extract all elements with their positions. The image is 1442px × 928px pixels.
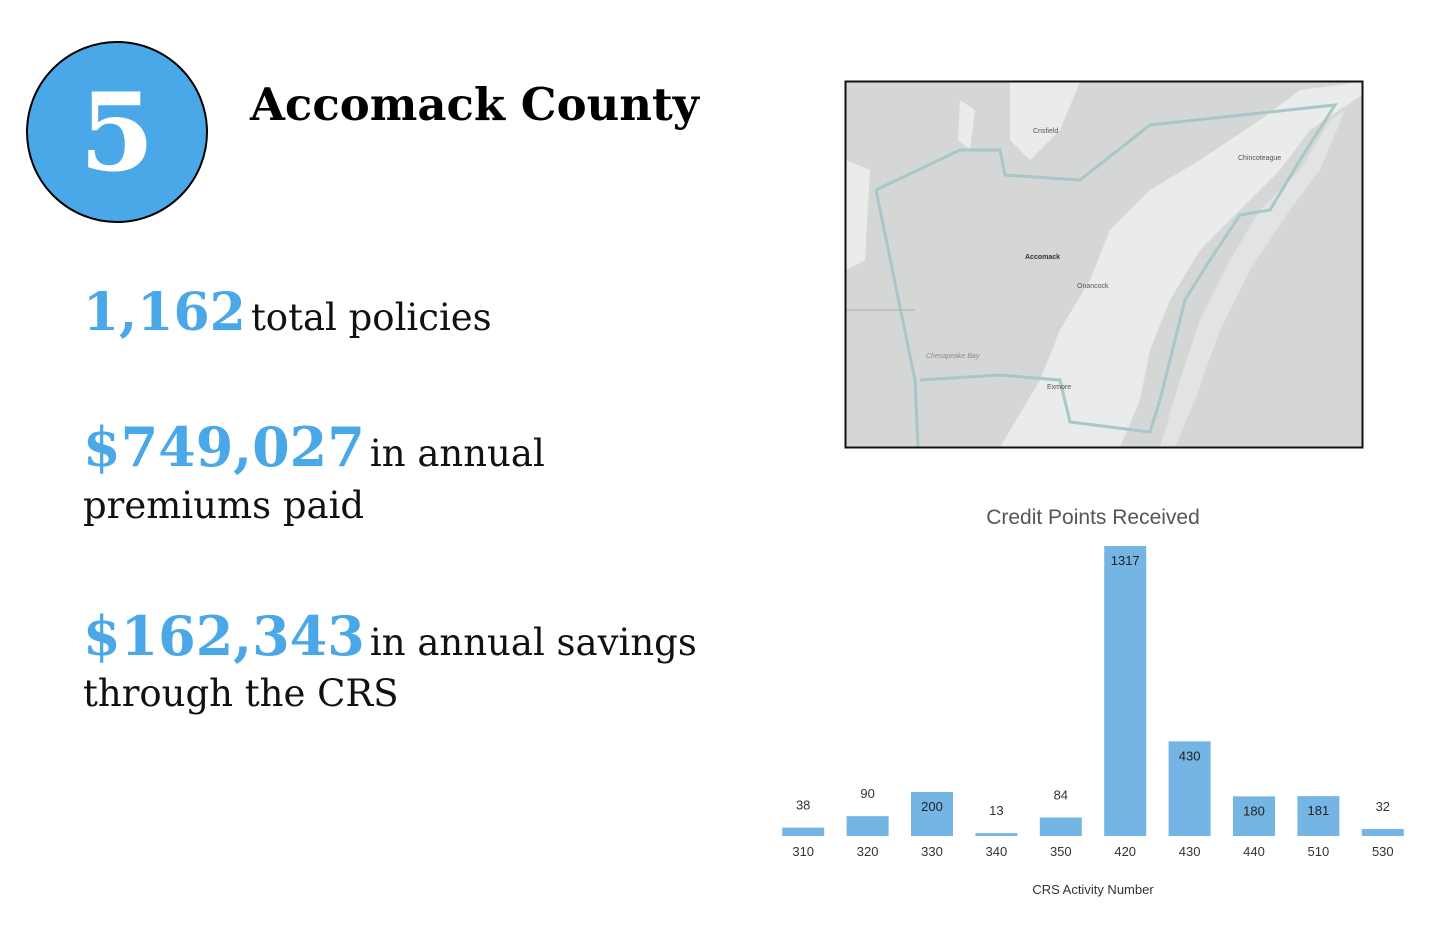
map-label: Crisfield <box>1033 128 1058 135</box>
value-label: 32 <box>1376 799 1390 814</box>
map-label: Accomack <box>1025 254 1060 261</box>
bar <box>846 816 889 836</box>
x-tick-label: 530 <box>1372 844 1394 859</box>
stat: $162,343 in annual savings <box>83 604 697 668</box>
x-tick-label: 340 <box>986 844 1008 859</box>
map-label: Exmore <box>1047 384 1071 391</box>
stat-text: in annual savings <box>370 621 697 664</box>
x-tick-label: 430 <box>1179 844 1201 859</box>
stat-text: total policies <box>251 296 492 339</box>
stat-value: 1,162 <box>83 282 246 343</box>
x-tick-label: 330 <box>921 844 943 859</box>
value-label: 13 <box>989 803 1003 818</box>
x-tick-label: 320 <box>857 844 879 859</box>
stat-text: through the CRS <box>83 672 399 715</box>
value-label: 430 <box>1179 748 1201 763</box>
bar <box>1361 828 1404 836</box>
x-tick-label: 310 <box>792 844 814 859</box>
value-label: 90 <box>860 786 874 801</box>
x-tick-label: 350 <box>1050 844 1072 859</box>
map-frame <box>844 80 1364 449</box>
bar <box>1168 741 1211 836</box>
value-label: 38 <box>796 798 810 813</box>
x-tick-label: 510 <box>1308 844 1330 859</box>
stat-text: premiums paid <box>83 484 364 527</box>
bar <box>1104 546 1147 836</box>
value-label: 181 <box>1308 803 1330 818</box>
stat: 1,162 total policies <box>83 282 492 343</box>
bar <box>1297 796 1340 836</box>
map-label: Chincoteague <box>1238 155 1281 162</box>
x-tick-label: 420 <box>1114 844 1136 859</box>
bar <box>1039 817 1082 836</box>
bar <box>975 833 1018 836</box>
x-axis-title: CRS Activity Number <box>1032 882 1154 897</box>
map <box>846 82 1362 447</box>
county-title: Accomack County <box>249 78 701 131</box>
bar <box>911 791 953 836</box>
value-label: 180 <box>1243 803 1265 818</box>
map-label: Chesapeake Bay <box>926 353 980 360</box>
stat-value: $749,027 <box>83 415 365 479</box>
value-label: 84 <box>1054 788 1068 803</box>
stat: $749,027 in annual <box>83 415 545 479</box>
bar <box>1233 796 1275 836</box>
map-label: Onancock <box>1077 283 1109 290</box>
x-tick-label: 440 <box>1243 844 1265 859</box>
badge-number: 5 <box>79 70 154 196</box>
value-label: 1317 <box>1111 553 1140 568</box>
badge-circle <box>26 41 208 223</box>
stat-text: in annual <box>370 432 545 475</box>
bar <box>782 827 825 836</box>
value-label: 200 <box>921 799 943 814</box>
stat-value: $162,343 <box>83 604 365 668</box>
chart-title: Credit Points Received <box>986 506 1200 529</box>
